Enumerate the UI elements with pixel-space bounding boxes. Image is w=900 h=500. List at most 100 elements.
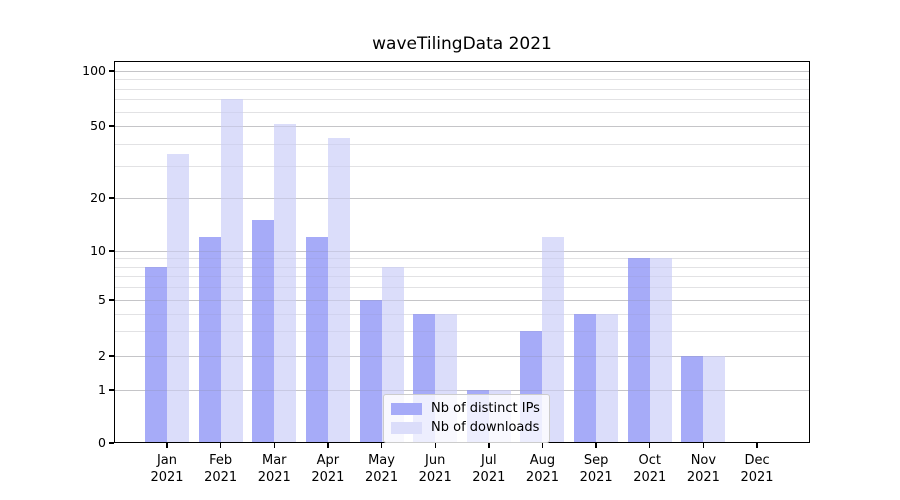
- bar-distinct-ips-sep: [574, 313, 597, 443]
- x-tick-year: 2021: [257, 470, 291, 485]
- y-tick-mark: [109, 389, 114, 391]
- major-gridline-overlay: [114, 356, 810, 357]
- y-tick-label-50: 50: [90, 118, 106, 133]
- legend-entry-distinct-ips: Nb of distinct IPs: [391, 399, 540, 418]
- minor-gridline: [114, 143, 810, 145]
- minor-gridline-overlay: [114, 88, 810, 90]
- x-tick-year: 2021: [150, 470, 184, 485]
- major-gridline: [114, 390, 810, 391]
- y-tick-label-5: 5: [98, 292, 106, 307]
- minor-gridline-overlay: [114, 287, 810, 289]
- x-tick-label-may: May 2021: [352, 452, 412, 486]
- legend-entry-downloads: Nb of downloads: [391, 418, 540, 437]
- x-tick-label-aug: Aug 2021: [512, 452, 572, 486]
- x-tick-label-feb: Feb 2021: [191, 452, 251, 486]
- bar-downloads-jan: [167, 154, 189, 443]
- major-gridline-overlay: [114, 126, 810, 127]
- x-tick-year: 2021: [472, 470, 506, 485]
- minor-gridline-overlay: [114, 143, 810, 145]
- y-tick-label-10: 10: [90, 243, 106, 258]
- x-tick-mark: [488, 443, 490, 448]
- bar-downloads-apr: [327, 137, 350, 443]
- bar-distinct-ips-feb: [198, 237, 221, 443]
- x-tick-month: Apr: [316, 453, 340, 468]
- minor-gridline: [114, 258, 810, 260]
- x-tick-mark: [166, 443, 168, 448]
- bar-downloads-feb: [220, 99, 243, 443]
- x-tick-mark: [327, 443, 329, 448]
- minor-gridline: [114, 99, 810, 101]
- y-tick-label-1: 1: [98, 382, 106, 397]
- minor-gridline-overlay: [114, 266, 810, 268]
- legend: Nb of distinct IPs Nb of downloads: [383, 394, 550, 443]
- bar-downloads-sep: [596, 313, 619, 443]
- x-tick-month: Dec: [744, 453, 770, 468]
- x-tick-mark: [273, 443, 275, 448]
- x-tick-month: Jan: [156, 453, 178, 468]
- x-tick-label-oct: Oct 2021: [620, 452, 680, 486]
- minor-gridline: [114, 88, 810, 90]
- major-gridline-overlay: [114, 390, 810, 391]
- x-tick-mark: [380, 443, 383, 448]
- bar-distinct-ips-may: [359, 300, 382, 443]
- major-gridline-overlay: [114, 71, 810, 72]
- x-tick-year: 2021: [633, 470, 667, 485]
- y-tick-mark: [109, 125, 114, 127]
- minor-gridline: [114, 79, 810, 81]
- x-tick-mark: [756, 443, 758, 448]
- bar-distinct-ips-nov: [681, 356, 704, 443]
- x-tick-month: Jul: [480, 453, 497, 468]
- major-gridline: [114, 126, 810, 127]
- x-tick-mark: [595, 443, 597, 448]
- bar-distinct-ips-jan: [145, 266, 167, 443]
- x-tick-month: May: [368, 453, 395, 468]
- x-tick-label-nov: Nov 2021: [673, 452, 733, 486]
- x-tick-month: Aug: [529, 453, 556, 468]
- x-tick-label-jun: Jun 2021: [405, 452, 465, 486]
- x-tick-month: Sep: [583, 453, 609, 468]
- bar-downloads-nov: [703, 356, 726, 443]
- x-tick-label-jul: Jul 2021: [459, 452, 519, 486]
- bar-distinct-ips-oct: [627, 258, 650, 443]
- minor-gridline: [114, 111, 810, 113]
- x-tick-month: Feb: [209, 453, 233, 468]
- x-tick-year: 2021: [311, 470, 345, 485]
- y-tick-mark: [109, 70, 114, 72]
- y-tick-label-100: 100: [82, 63, 106, 78]
- major-gridline: [114, 356, 810, 357]
- bar-distinct-ips-apr: [305, 237, 328, 443]
- chart-title: waveTilingData 2021: [372, 34, 552, 54]
- x-tick-year: 2021: [686, 470, 720, 485]
- x-tick-label-jan: Jan 2021: [137, 452, 197, 486]
- minor-gridline: [114, 313, 810, 315]
- y-tick-mark: [109, 299, 114, 301]
- x-tick-mark: [434, 443, 436, 448]
- minor-gridline: [114, 331, 810, 333]
- legend-label-downloads: Nb of downloads: [431, 420, 540, 435]
- x-tick-label-dec: Dec 2021: [727, 452, 787, 486]
- major-gridline: [114, 198, 810, 199]
- y-tick-label-20: 20: [90, 190, 106, 205]
- x-tick-mark: [702, 443, 705, 448]
- x-tick-mark: [219, 443, 222, 448]
- y-tick-label-0: 0: [98, 435, 106, 450]
- x-tick-year: 2021: [418, 470, 452, 485]
- bar-distinct-ips-mar: [252, 220, 275, 443]
- x-tick-month: Oct: [638, 453, 661, 468]
- y-tick-mark: [109, 197, 114, 199]
- y-tick-mark: [109, 250, 114, 252]
- x-tick-year: 2021: [579, 470, 613, 485]
- minor-gridline: [114, 276, 810, 278]
- minor-gridline-overlay: [114, 166, 810, 168]
- y-tick-mark: [109, 442, 114, 444]
- minor-gridline: [114, 266, 810, 268]
- x-tick-month: Jun: [425, 453, 446, 468]
- minor-gridline-overlay: [114, 99, 810, 101]
- minor-gridline: [114, 166, 810, 168]
- x-tick-mark: [649, 443, 651, 448]
- major-gridline: [114, 71, 810, 72]
- y-tick-label-2: 2: [98, 348, 106, 363]
- minor-gridline-overlay: [114, 111, 810, 113]
- minor-gridline-overlay: [114, 331, 810, 333]
